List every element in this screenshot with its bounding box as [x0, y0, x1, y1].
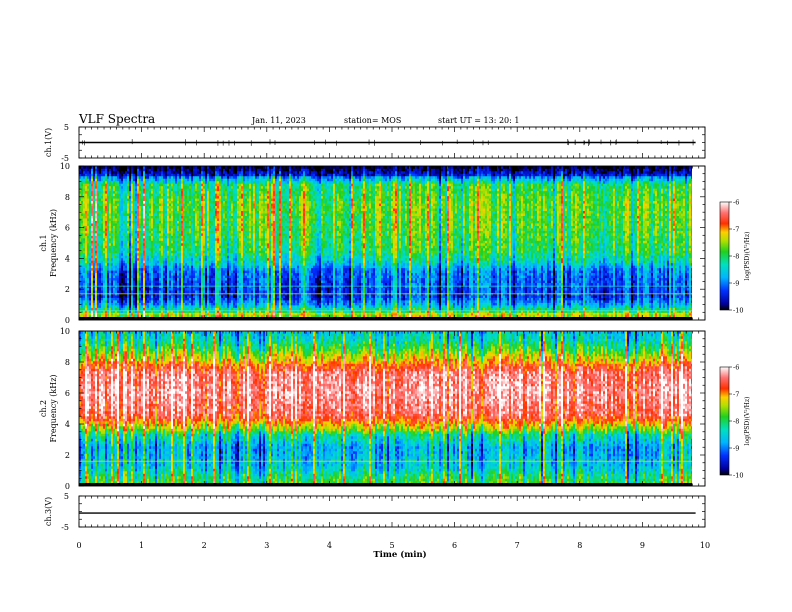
y-tick-label: 10 — [60, 327, 70, 336]
spectrogram-image — [79, 166, 692, 320]
ch2-spectrogram-panel: 0 2 4 6 8 10 ch.2Frequency (kHz) — [39, 327, 706, 491]
y-tick-label: 8 — [65, 358, 70, 367]
colorbar-tick-label: -10 — [733, 307, 743, 315]
date-label: Jan. 11, 2023 — [251, 116, 306, 125]
y-tick-label: 6 — [65, 224, 70, 233]
x-tick-label: 1 — [139, 541, 144, 550]
x-tick-label: 8 — [577, 541, 582, 550]
y-tick-label: 8 — [65, 193, 70, 202]
x-tick-label: 2 — [202, 541, 207, 550]
colorbar-tick-label: -10 — [733, 472, 743, 480]
ch1-colorbar: -6 -7 -8 -9 -10 log(PSD)(V²/Hz) — [719, 199, 751, 315]
y-axis-label: ch.3(V) — [44, 497, 53, 526]
x-tick-label: 7 — [515, 541, 520, 550]
y-tick-label: 4 — [65, 254, 70, 263]
colorbar-scale — [719, 366, 730, 476]
y-tick-label: -5 — [61, 154, 69, 163]
colorbar-tick-label: -7 — [733, 391, 739, 399]
figure-title: VLF Spectra — [78, 112, 155, 126]
colorbar-label: log(PSD)(V²/Hz) — [744, 397, 751, 446]
x-tick-label: 0 — [76, 541, 81, 550]
ch1-spectrogram-panel: 0 2 4 6 8 10 ch.1Frequency (kHz) — [39, 162, 706, 325]
baseline-band — [79, 317, 692, 320]
y-tick-label: 4 — [65, 420, 70, 429]
station-label: station= MOS — [344, 116, 401, 125]
colorbar-label: log(PSD)(V²/Hz) — [744, 232, 751, 281]
y-tick-label: 6 — [65, 389, 70, 398]
ch1-waveform-panel: 5 -5 ch.1(V) — [44, 123, 706, 163]
colorbar-tick-label: -8 — [733, 418, 739, 426]
colorbar-tick-label: -8 — [733, 253, 739, 261]
colorbar-tick-label: -6 — [733, 364, 739, 372]
x-axis-label: Time (min) — [373, 549, 426, 560]
colorbar-tick-label: -9 — [733, 280, 739, 288]
y-axis-label: ch.2Frequency (kHz) — [39, 374, 58, 442]
y-tick-label: 10 — [60, 162, 70, 171]
start-time-label: start UT = 13: 20: 1 — [438, 116, 519, 125]
ch2-colorbar: -6 -7 -8 -9 -10 log(PSD)(V²/Hz) — [719, 364, 751, 480]
baseline-band — [79, 483, 692, 486]
x-tick-label: 5 — [389, 541, 394, 550]
y-tick-label: 2 — [65, 451, 70, 460]
y-tick-label: 2 — [65, 285, 70, 294]
spectrogram-image — [79, 331, 692, 486]
colorbar-tick-label: -6 — [733, 199, 739, 207]
x-tick-label: 4 — [327, 541, 332, 550]
colorbar-scale — [719, 201, 730, 311]
ch3-waveform-panel: 5 -5 ch.3(V) — [44, 492, 706, 532]
y-tick-label: 5 — [64, 123, 69, 132]
y-tick-label: 0 — [65, 482, 70, 491]
y-tick-label: 5 — [64, 492, 69, 501]
x-tick-label: 9 — [640, 541, 645, 550]
y-tick-label: 0 — [65, 316, 70, 325]
time-axis: 0 1 2 3 4 5 6 7 8 9 10 — [76, 541, 710, 550]
x-tick-label: 3 — [264, 541, 269, 550]
colorbar-tick-label: -9 — [733, 445, 739, 453]
x-tick-label: 6 — [452, 541, 457, 550]
y-tick-label: -5 — [61, 523, 69, 532]
colorbar-tick-label: -7 — [733, 226, 739, 234]
x-tick-label: 10 — [700, 541, 710, 550]
y-axis-label: ch.1Frequency (kHz) — [39, 209, 58, 277]
y-axis-label: ch.1(V) — [44, 128, 53, 157]
